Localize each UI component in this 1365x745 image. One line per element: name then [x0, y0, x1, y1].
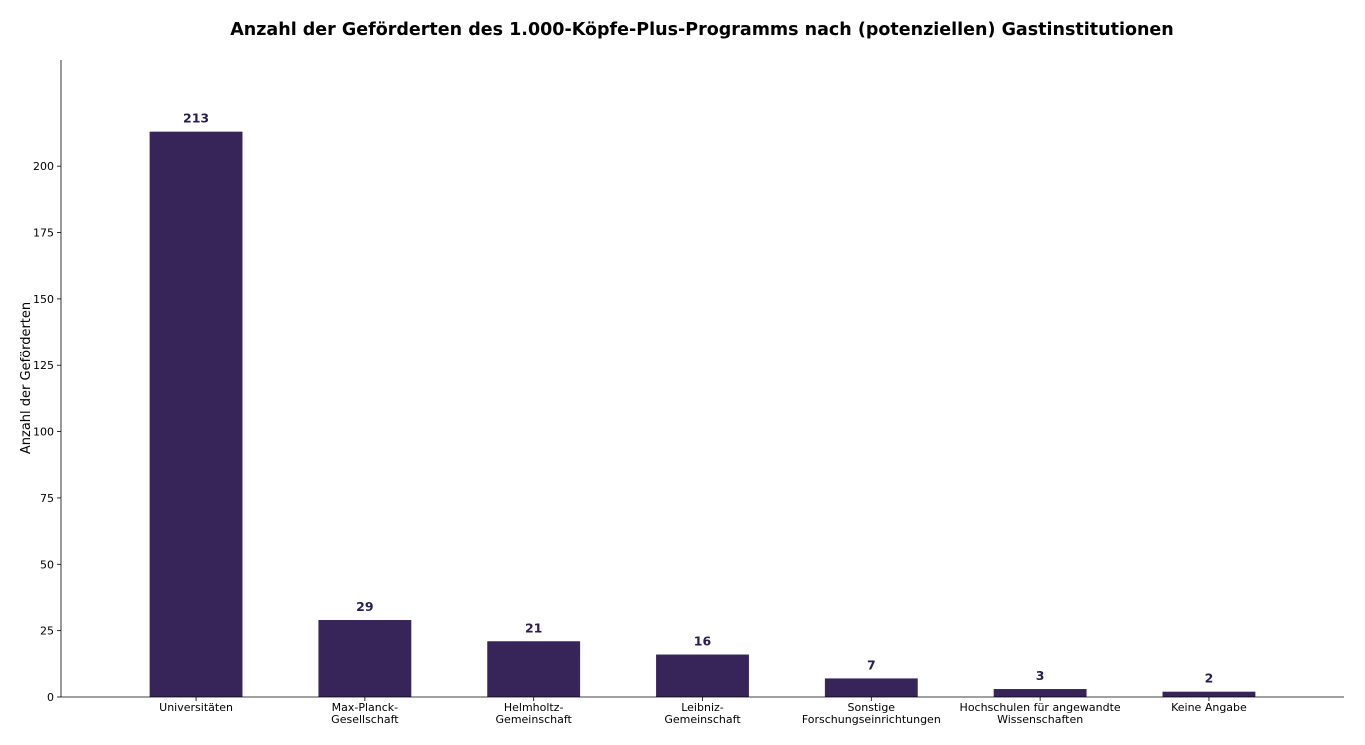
bar	[993, 689, 1087, 697]
bar	[1162, 691, 1256, 697]
y-tick-label: 200	[33, 160, 54, 173]
x-tick-label: Max-Planck-Gesellschaft	[331, 701, 399, 726]
bar	[656, 654, 749, 697]
y-tick-label: 150	[33, 293, 54, 306]
x-tick-label: Leibniz-Gemeinschaft	[664, 701, 741, 726]
y-tick-label: 125	[33, 359, 54, 372]
bar	[824, 678, 918, 697]
data-label: 2	[1205, 671, 1214, 686]
y-tick-label: 50	[40, 558, 54, 571]
x-tick-label: Sonstige Forschungseinrichtungen	[802, 701, 941, 726]
y-tick-label: 75	[40, 492, 54, 505]
data-label: 3	[1036, 668, 1045, 683]
x-tick-label: Hochschulen für angewandte Wissenschaften	[960, 701, 1121, 726]
y-tick-label: 100	[33, 426, 54, 439]
x-tick-label: Keine Angabe	[1171, 701, 1247, 714]
y-tick-label: 0	[47, 691, 54, 704]
x-tick-label: Universitäten	[159, 701, 233, 714]
y-tick-label: 25	[40, 625, 54, 638]
x-tick-label: Helmholtz-Gemeinschaft	[496, 701, 573, 726]
data-label: 213	[183, 111, 209, 126]
chart-title: Anzahl der Geförderten des 1.000-Köpfe-P…	[230, 20, 1174, 40]
bar	[487, 641, 581, 697]
data-label: 7	[867, 657, 876, 672]
y-axis-label: Anzahl der Geförderten	[19, 302, 34, 454]
y-tick-label: 175	[33, 227, 54, 240]
data-label: 16	[694, 634, 712, 649]
data-label: 21	[525, 620, 542, 635]
bar	[318, 620, 412, 697]
data-label: 29	[356, 599, 373, 614]
bar	[149, 131, 243, 698]
